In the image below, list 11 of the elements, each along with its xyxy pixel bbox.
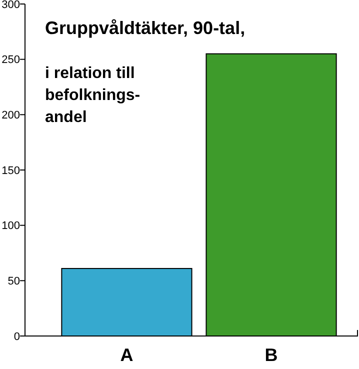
y-tick-label: 50 [8, 276, 20, 288]
y-tick-label: 150 [2, 164, 20, 177]
y-tick-label: 300 [2, 0, 20, 11]
y-tick-label: 200 [2, 110, 20, 122]
text: i relation till befolknings- andel [45, 65, 140, 126]
y-tick-label: 0 [14, 330, 20, 343]
text: Gruppvåldtäkter, 90-tal, [45, 18, 246, 38]
x-tick-label: A [120, 345, 134, 365]
y-tick-label: 250 [2, 54, 20, 66]
x-tick-label: B [264, 345, 278, 365]
y-tick-label: 100 [2, 220, 20, 232]
